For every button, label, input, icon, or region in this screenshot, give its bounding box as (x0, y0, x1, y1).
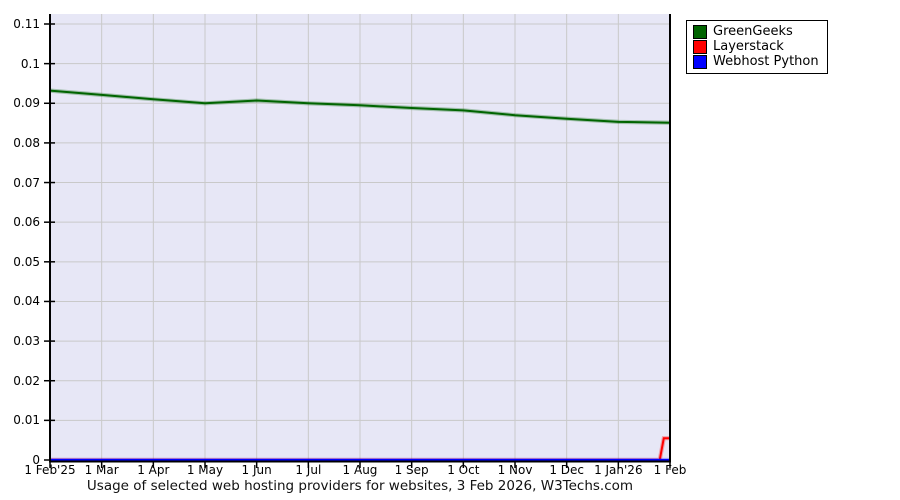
y-tick-label: 0.07 (13, 175, 40, 190)
legend-label: GreenGeeks (713, 24, 793, 39)
x-tick-label: 1 Jan'26 (594, 463, 643, 477)
legend-item: Webhost Python (693, 54, 819, 69)
legend-item: GreenGeeks (693, 24, 819, 39)
y-tick-label: 0 (32, 453, 40, 467)
legend-label: Webhost Python (713, 54, 819, 69)
y-tick-label: 0.02 (13, 373, 40, 388)
legend-color-swatch-icon (693, 54, 707, 69)
y-tick-label: 0.1 (20, 56, 40, 71)
legend-item: Layerstack (693, 39, 819, 54)
x-tick-label: 1 Jul (295, 463, 322, 477)
x-tick-label: 1 Nov (497, 463, 533, 477)
y-tick-label: 0.08 (13, 135, 40, 150)
x-tick-label: 1 Dec (549, 463, 584, 477)
x-tick-label: 1 Jun (241, 463, 272, 477)
legend-color-swatch-icon (693, 24, 707, 39)
y-tick-label: 0.03 (13, 334, 40, 349)
x-tick-label: 1 Feb (653, 463, 687, 477)
x-tick-label: 1 Oct (447, 463, 480, 477)
x-tick-label: 1 Mar (84, 463, 119, 477)
y-tick-label: 0.05 (13, 254, 40, 269)
legend-label: Layerstack (713, 39, 784, 54)
x-tick-label: 1 Feb'25 (24, 463, 76, 477)
x-tick-label: 1 Aug (342, 463, 378, 477)
y-tick-label: 0.09 (13, 96, 40, 111)
x-tick-label: 1 May (186, 463, 224, 477)
y-tick-label: 0.04 (13, 294, 40, 309)
legend: GreenGeeks Layerstack Webhost Python (686, 20, 828, 74)
y-tick-label: 0.06 (13, 215, 40, 230)
chart-title: Usage of selected web hosting providers … (86, 478, 634, 494)
x-tick-label: 1 Sep (394, 463, 429, 477)
x-tick-label: 1 Apr (137, 463, 170, 477)
y-tick-label: 0.11 (13, 17, 40, 31)
legend-color-swatch-icon (693, 39, 707, 54)
y-tick-label: 0.01 (13, 413, 40, 428)
